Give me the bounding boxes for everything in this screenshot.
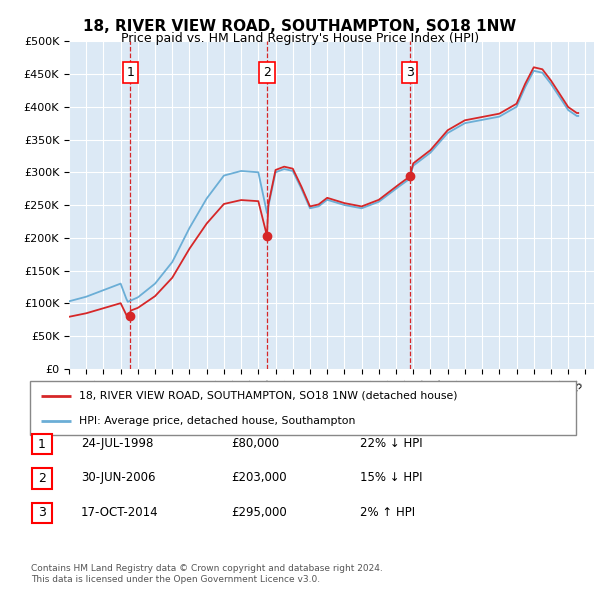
Text: HPI: Average price, detached house, Southampton: HPI: Average price, detached house, Sout… (79, 416, 356, 426)
Text: £203,000: £203,000 (231, 471, 287, 484)
Text: 22% ↓ HPI: 22% ↓ HPI (360, 437, 422, 450)
Text: 17-OCT-2014: 17-OCT-2014 (81, 506, 158, 519)
Text: 3: 3 (406, 66, 413, 79)
FancyBboxPatch shape (32, 434, 52, 454)
Text: 18, RIVER VIEW ROAD, SOUTHAMPTON, SO18 1NW: 18, RIVER VIEW ROAD, SOUTHAMPTON, SO18 1… (83, 19, 517, 34)
Text: Contains HM Land Registry data © Crown copyright and database right 2024.: Contains HM Land Registry data © Crown c… (31, 565, 383, 573)
Text: £295,000: £295,000 (231, 506, 287, 519)
Text: 15% ↓ HPI: 15% ↓ HPI (360, 471, 422, 484)
Text: 1: 1 (38, 438, 46, 451)
Text: 24-JUL-1998: 24-JUL-1998 (81, 437, 154, 450)
Text: 2% ↑ HPI: 2% ↑ HPI (360, 506, 415, 519)
Text: Price paid vs. HM Land Registry's House Price Index (HPI): Price paid vs. HM Land Registry's House … (121, 32, 479, 45)
Text: 3: 3 (38, 506, 46, 519)
FancyBboxPatch shape (32, 468, 52, 489)
Text: 30-JUN-2006: 30-JUN-2006 (81, 471, 155, 484)
Text: This data is licensed under the Open Government Licence v3.0.: This data is licensed under the Open Gov… (31, 575, 320, 584)
FancyBboxPatch shape (30, 381, 576, 435)
Text: 18, RIVER VIEW ROAD, SOUTHAMPTON, SO18 1NW (detached house): 18, RIVER VIEW ROAD, SOUTHAMPTON, SO18 1… (79, 391, 458, 401)
Text: 2: 2 (38, 472, 46, 485)
Text: £80,000: £80,000 (231, 437, 279, 450)
FancyBboxPatch shape (32, 503, 52, 523)
Text: 2: 2 (263, 66, 271, 79)
Text: 1: 1 (127, 66, 134, 79)
